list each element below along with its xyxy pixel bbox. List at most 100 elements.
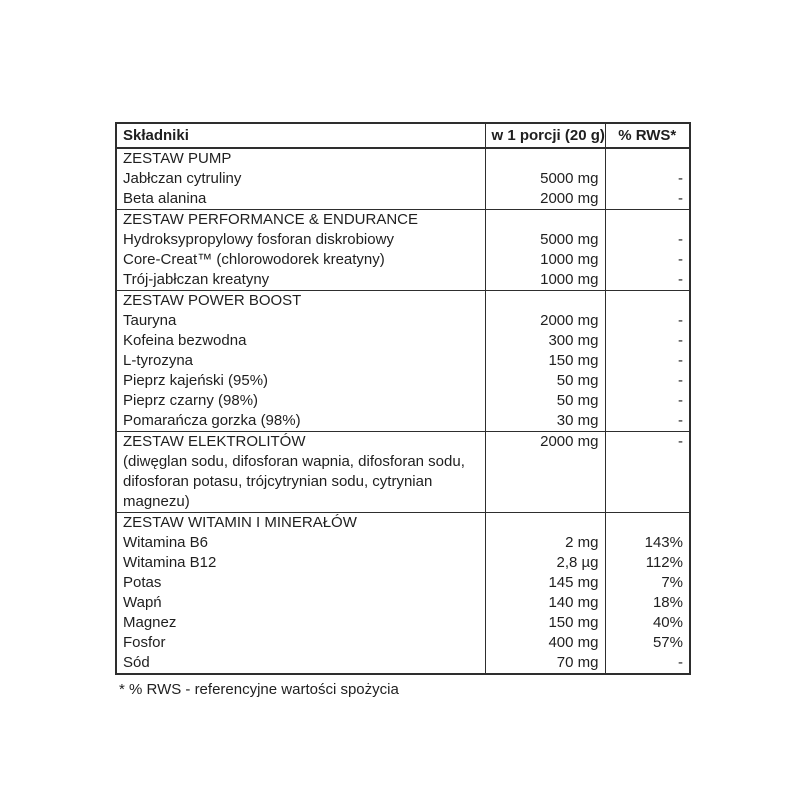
section: ZESTAW POWER BOOST Tauryna 2000 mg - Kofeina… <box>116 290 690 432</box>
amount-value <box>484 512 605 533</box>
rws-value <box>604 209 690 230</box>
ingredient-name: Beta alanina <box>123 190 207 207</box>
ingredient-name: Kofeina bezwodna <box>123 332 247 349</box>
ingredient-name: ZESTAW ELEKTROLITÓW <box>116 431 485 452</box>
rws-value: - <box>604 311 690 331</box>
amount-value: 2000 mg <box>484 189 605 210</box>
amount-value: 70 mg <box>484 653 605 674</box>
rws-value <box>604 147 690 169</box>
amount-value: 400 mg <box>484 633 605 653</box>
amount-value: 1000 mg <box>484 250 605 270</box>
ingredient-name: Witamina B12 <box>123 554 217 571</box>
section: ZESTAW PERFORMANCE & ENDURANCE Hydroksypr… <box>116 209 690 291</box>
ingredient-name: Potas <box>123 574 162 591</box>
ingredient-name: Sód <box>123 654 150 671</box>
amount-value <box>484 290 605 311</box>
amount-value: 2000 mg <box>484 431 605 452</box>
rws-value: 7% <box>604 573 690 593</box>
ingredient-name: Witamina B6 <box>123 534 209 551</box>
col-header-serving: w 1 porcji (20 g) <box>484 123 605 149</box>
header-row: Składniki w 1 porcji (20 g) % RWS* <box>116 123 690 149</box>
table-row: (diwęglan sodu, difosforan wapnia, difos… <box>116 452 690 513</box>
rws-value: - <box>604 169 690 189</box>
amount-value: 1000 mg <box>484 270 605 291</box>
footnote: * % RWS - referencyjne wartości spożycia <box>119 681 399 698</box>
table-row: ZESTAW PUMP <box>116 147 690 169</box>
ingredient-name: (diwęglan sodu, difosforan wapnia, difos… <box>123 453 465 510</box>
ingredient-name: Pieprz czarny (98%) <box>123 392 259 409</box>
ingredient-name: Hydroksypropylowy fosforan diskrobiowy <box>123 231 394 248</box>
table-row: ZESTAW POWER BOOST <box>116 290 690 311</box>
rws-value: 57% <box>604 633 690 653</box>
table-row: Magnez 150 mg 40% <box>116 613 690 633</box>
ingredient-name: ZESTAW POWER BOOST <box>116 290 485 311</box>
rws-value: 40% <box>604 613 690 633</box>
section: ZESTAW WITAMIN I MINERAŁÓW Witamina B6 2 m… <box>116 512 690 674</box>
ingredient-name: ZESTAW PUMP <box>116 147 485 169</box>
table-row: Pieprz kajeński (95%) 50 mg - <box>116 371 690 391</box>
ingredient-name: Pieprz kajeński (95%) <box>123 372 269 389</box>
table-row: ZESTAW ELEKTROLITÓW 2000 mg - <box>116 431 690 452</box>
table-row: Core-Creat™ (chlorowodorek kreatyny) 1000… <box>116 250 690 270</box>
rws-value: 143% <box>604 533 690 553</box>
amount-value: 2 mg <box>484 533 605 553</box>
ingredient-name: ZESTAW WITAMIN I MINERAŁÓW <box>116 512 485 533</box>
ingredient-name: Fosfor <box>123 634 166 651</box>
ingredient-name: Core-Creat™ (chlorowodorek kreatyny) <box>123 251 385 268</box>
amount-value: 50 mg <box>484 391 605 411</box>
rws-value: 18% <box>604 593 690 613</box>
ingredient-name: Jabłczan cytruliny <box>123 170 242 187</box>
rws-value: - <box>604 411 690 432</box>
table-row: Beta alanina 2000 mg - <box>116 189 690 210</box>
rws-value: - <box>604 391 690 411</box>
rws-value: 112% <box>604 553 690 573</box>
ingredient-name: ZESTAW PERFORMANCE & ENDURANCE <box>116 209 485 230</box>
amount-value: 140 mg <box>484 593 605 613</box>
ingredient-name: Wapń <box>123 594 162 611</box>
ingredient-name: Trój-jabłczan kreatyny <box>123 271 270 288</box>
table-row: Fosfor 400 mg 57% <box>116 633 690 653</box>
amount-value: 145 mg <box>484 573 605 593</box>
rws-value: - <box>604 653 690 674</box>
table-row: Potas 145 mg 7% <box>116 573 690 593</box>
rws-value: - <box>604 250 690 270</box>
table-row: Kofeina bezwodna 300 mg - <box>116 331 690 351</box>
col-header-ingredients: Składniki <box>116 123 485 149</box>
table-row: Jabłczan cytruliny 5000 mg - <box>116 169 690 189</box>
supplement-facts-container: Składniki w 1 porcji (20 g) % RWS* ZESTA… <box>115 122 691 700</box>
ingredient-name: Magnez <box>123 614 177 631</box>
amount-value <box>484 452 605 513</box>
rws-value: - <box>604 351 690 371</box>
ingredient-name: L-tyrozyna <box>123 352 194 369</box>
table-row: Witamina B6 2 mg 143% <box>116 533 690 553</box>
rws-value: - <box>604 331 690 351</box>
amount-value: 2000 mg <box>484 311 605 331</box>
rws-value: - <box>604 371 690 391</box>
amount-value: 150 mg <box>484 613 605 633</box>
rws-value <box>604 290 690 311</box>
ingredient-name: Tauryna <box>123 312 177 329</box>
col-header-rws: % RWS* <box>604 123 690 149</box>
amount-value: 2,8 µg <box>484 553 605 573</box>
section: ZESTAW ELEKTROLITÓW 2000 mg - (diwęglan sod… <box>116 431 690 513</box>
rws-value: - <box>604 230 690 250</box>
table-row: Pomarańcza gorzka (98%) 30 mg - <box>116 411 690 432</box>
table-row: ZESTAW WITAMIN I MINERAŁÓW <box>116 512 690 533</box>
table-row: L-tyrozyna 150 mg - <box>116 351 690 371</box>
amount-value: 50 mg <box>484 371 605 391</box>
table-row: ZESTAW PERFORMANCE & ENDURANCE <box>116 209 690 230</box>
table-row: Witamina B12 2,8 µg 112% <box>116 553 690 573</box>
supplement-facts-table: Składniki w 1 porcji (20 g) % RWS* ZESTA… <box>115 122 691 675</box>
table-row: Trój-jabłczan kreatyny 1000 mg - <box>116 270 690 291</box>
ingredient-name: Pomarańcza gorzka (98%) <box>123 412 301 429</box>
amount-value <box>484 209 605 230</box>
table-row: Pieprz czarny (98%) 50 mg - <box>116 391 690 411</box>
amount-value <box>484 147 605 169</box>
rws-value <box>604 452 690 513</box>
table-row: Wapń 140 mg 18% <box>116 593 690 613</box>
table-row: Hydroksypropylowy fosforan diskrobiowy 50… <box>116 230 690 250</box>
amount-value: 5000 mg <box>484 169 605 189</box>
rws-value: - <box>604 189 690 210</box>
amount-value: 30 mg <box>484 411 605 432</box>
